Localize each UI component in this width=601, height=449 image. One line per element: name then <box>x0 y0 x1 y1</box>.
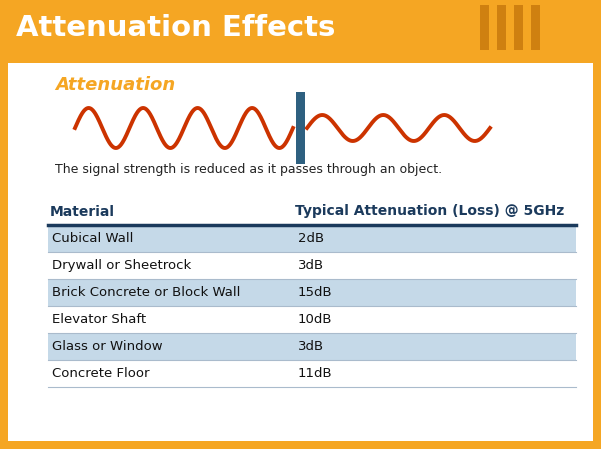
Text: Cubical Wall: Cubical Wall <box>52 232 133 245</box>
Text: 11dB: 11dB <box>298 367 332 380</box>
Bar <box>514 5 523 50</box>
Bar <box>296 92 305 164</box>
Text: Typical Attenuation (Loss) @ 5GHz: Typical Attenuation (Loss) @ 5GHz <box>295 204 564 219</box>
Bar <box>48 279 576 306</box>
Bar <box>8 63 593 441</box>
Text: Attenuation: Attenuation <box>55 76 175 94</box>
Text: 15dB: 15dB <box>298 286 332 299</box>
Text: Drywall or Sheetrock: Drywall or Sheetrock <box>52 259 191 272</box>
Bar <box>531 5 540 50</box>
Text: The signal strength is reduced as it passes through an object.: The signal strength is reduced as it pas… <box>55 163 442 176</box>
Text: Concrete Floor: Concrete Floor <box>52 367 150 380</box>
Text: Elevator Shaft: Elevator Shaft <box>52 313 146 326</box>
Bar <box>48 360 576 387</box>
Bar <box>48 333 576 360</box>
Text: Glass or Window: Glass or Window <box>52 340 163 353</box>
Bar <box>48 225 576 252</box>
Text: 2dB: 2dB <box>298 232 324 245</box>
Text: Material: Material <box>50 204 115 219</box>
Text: 3dB: 3dB <box>298 340 324 353</box>
Text: Attenuation Effects: Attenuation Effects <box>16 13 335 41</box>
Text: Brick Concrete or Block Wall: Brick Concrete or Block Wall <box>52 286 240 299</box>
Bar <box>0 0 601 55</box>
Bar <box>497 5 506 50</box>
Bar <box>48 306 576 333</box>
Bar <box>480 5 489 50</box>
Text: 10dB: 10dB <box>298 313 332 326</box>
Bar <box>48 252 576 279</box>
Text: 3dB: 3dB <box>298 259 324 272</box>
